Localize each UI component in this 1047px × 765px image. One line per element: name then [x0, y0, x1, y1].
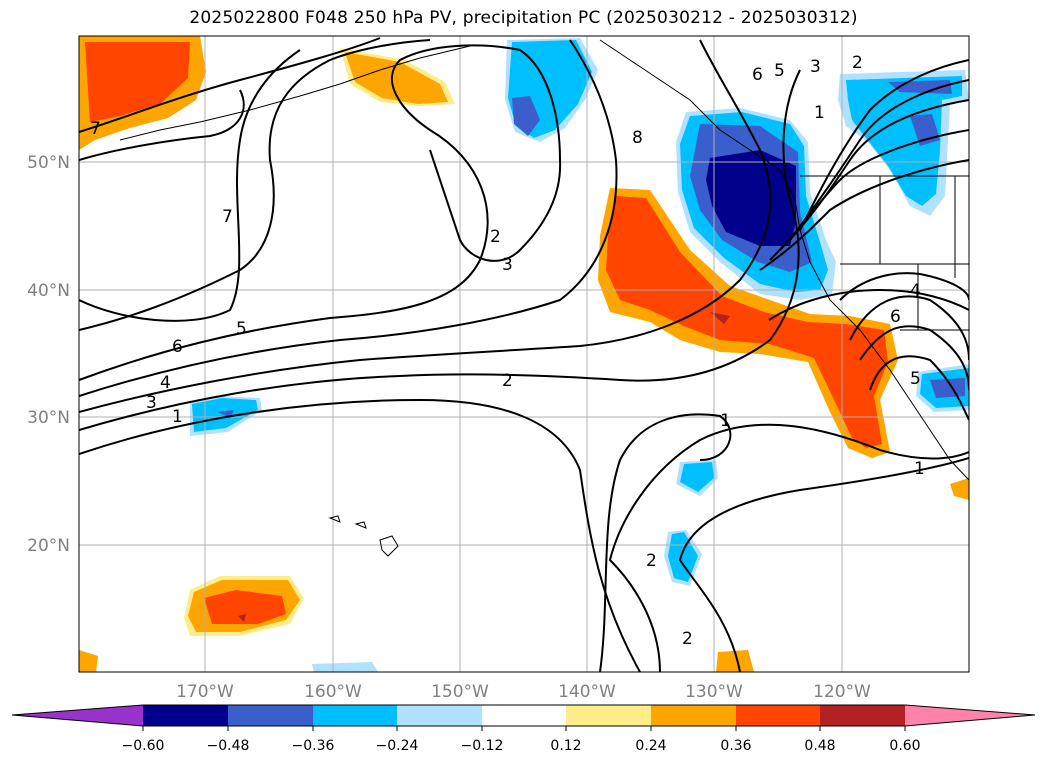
- colorbar-bin: [313, 705, 397, 726]
- lat-label-50n: 50°N: [27, 153, 70, 173]
- colorbar-bin: [482, 705, 566, 726]
- contour-label: 1: [720, 411, 731, 431]
- contour-label: 8: [632, 128, 643, 148]
- lat-label-30n: 30°N: [27, 408, 70, 428]
- contour-label: 4: [910, 281, 921, 301]
- contour-label: 5: [236, 319, 247, 339]
- contour-label: 1: [172, 407, 183, 427]
- colorbar-bin: [820, 705, 905, 726]
- pv-contours: [79, 37, 969, 672]
- contour-label: 6: [172, 337, 183, 357]
- longitude-labels: 170°W 160°W 150°W 140°W 130°W 120°W: [176, 682, 871, 702]
- contour-label: 2: [490, 227, 501, 247]
- contour-label: 5: [774, 61, 785, 81]
- colorbar: −0.60 −0.48 −0.36 −0.24 −0.12 0.12 0.24 …: [11, 704, 1036, 754]
- colorbar-bin: [651, 705, 736, 726]
- colorbar-tick-label: −0.60: [122, 738, 165, 754]
- contour-labels: 7 7 8 6 5 3 2 1 5 6 4 3 1 2 3 2 1 4 6 5 …: [90, 53, 925, 649]
- colorbar-extend-max: [905, 705, 1035, 726]
- contour-label: 3: [146, 393, 157, 413]
- colorbar-tick-label: −0.36: [292, 738, 335, 754]
- colorbar-extend-min: [12, 705, 143, 726]
- lon-label-170w: 170°W: [176, 682, 234, 702]
- colorbar-tick-label: 0.48: [804, 738, 835, 754]
- contour-label: 1: [814, 103, 825, 123]
- contour-label: 2: [852, 53, 863, 73]
- contour-label: 3: [810, 57, 821, 77]
- contour-label: 5: [910, 369, 921, 389]
- colorbar-ticks: [142, 726, 906, 731]
- contour-label: 7: [90, 119, 101, 139]
- colorbar-bin: [228, 705, 313, 726]
- contour-label: 2: [682, 629, 693, 649]
- contour-label: 1: [914, 459, 925, 479]
- map-frame: [78, 35, 970, 673]
- lat-label-20n: 20°N: [27, 536, 70, 556]
- lon-label-150w: 150°W: [431, 682, 489, 702]
- colorbar-tick-label: −0.48: [207, 738, 250, 754]
- lon-label-160w: 160°W: [304, 682, 362, 702]
- colorbar-bin: [566, 705, 651, 726]
- lon-label-120w: 120°W: [813, 682, 871, 702]
- lon-label-140w: 140°W: [558, 682, 616, 702]
- contour-label: 2: [502, 371, 513, 391]
- lat-label-40n: 40°N: [27, 281, 70, 301]
- map-title: 2025022800 F048 250 hPa PV, precipitatio…: [189, 8, 858, 28]
- lon-label-130w: 130°W: [685, 682, 743, 702]
- contour-label: 4: [160, 373, 171, 393]
- colorbar-bin: [736, 705, 820, 726]
- colorbar-tick-label: 0.36: [720, 738, 751, 754]
- colorbar-tick-label: −0.24: [376, 738, 419, 754]
- colorbar-tick-label: 0.12: [550, 738, 581, 754]
- contour-label: 6: [890, 307, 901, 327]
- colorbar-tick-label: 0.24: [635, 738, 666, 754]
- colorbar-bin: [397, 705, 482, 726]
- latitude-labels: 50°N 40°N 30°N 20°N: [27, 153, 70, 556]
- colorbar-tick-label: 0.60: [889, 738, 920, 754]
- colorbar-tick-label: −0.12: [461, 738, 504, 754]
- contour-label: 7: [222, 207, 233, 227]
- colorbar-bin: [143, 705, 228, 726]
- contour-label: 2: [646, 551, 657, 571]
- contour-label: 6: [752, 65, 763, 85]
- colorbar-tick-labels: −0.60 −0.48 −0.36 −0.24 −0.12 0.12 0.24 …: [122, 738, 921, 754]
- contour-label: 3: [502, 255, 513, 275]
